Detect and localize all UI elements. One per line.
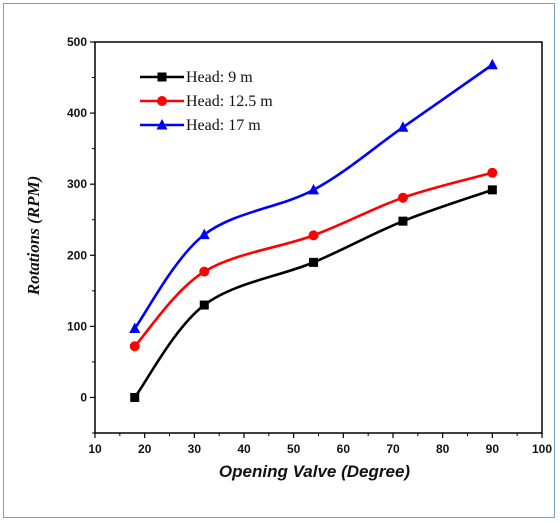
legend-label: Head: 17 m [186, 117, 261, 134]
series-2-point [129, 341, 140, 352]
series-2-point [397, 192, 408, 203]
series-markers [129, 58, 498, 402]
y-tick-label: 100 [67, 319, 87, 333]
y-tick-label: 300 [67, 177, 87, 191]
x-tick-label: 40 [237, 442, 251, 456]
y-tick-label: 200 [67, 248, 87, 262]
series-line-1 [133, 188, 493, 399]
x-tick-label: 100 [532, 442, 552, 456]
legend-marker [157, 96, 167, 106]
series-1-point [130, 392, 140, 402]
series-1-point [487, 185, 497, 195]
x-tick-label: 90 [486, 442, 500, 456]
series-3-point [308, 183, 320, 195]
legend-marker [156, 119, 168, 130]
x-tick-label: 70 [386, 442, 400, 456]
x-tick-label: 50 [287, 442, 301, 456]
y-tick-label: 500 [67, 35, 87, 49]
series-1-point [398, 216, 408, 226]
x-tick-label: 10 [88, 442, 102, 456]
x-axis-ticks: 10 20 30 40 50 60 70 80 90 100 [88, 433, 552, 456]
y-tick-label: 0 [80, 390, 87, 404]
series-2-point [487, 167, 498, 178]
series-3-point [198, 228, 210, 240]
x-axis-title: Opening Valve (Degree) [219, 462, 410, 481]
line-chart: 10 20 30 40 50 60 70 80 90 100 0 100 200 300 400 500 O… [24, 35, 552, 481]
series-1-point [199, 300, 209, 310]
x-tick-label: 30 [188, 442, 202, 456]
figure-frame: 10 20 30 40 50 60 70 80 90 100 0 100 200 300 400 500 O… [3, 3, 555, 518]
legend-label: Head: 9 m [186, 69, 253, 86]
series-3-point [397, 121, 409, 132]
y-tick-label: 400 [67, 106, 87, 120]
x-tick-label: 60 [337, 442, 351, 456]
x-tick-label: 80 [436, 442, 450, 456]
y-axis-title: Rotations (RPM) [24, 176, 43, 297]
series-2-point [308, 230, 319, 241]
legend-marker [157, 72, 167, 82]
x-tick-label: 20 [138, 442, 152, 456]
series-2-point [199, 266, 210, 277]
legend-label: Head: 12.5 m [186, 93, 273, 110]
y-axis-ticks: 0 100 200 300 400 500 [67, 35, 95, 434]
series-3-point [129, 322, 141, 333]
series-3-point [486, 58, 498, 70]
series-1-point [309, 257, 319, 267]
legend: Head: 9 m Head: 12.5 m Head: 17 m [140, 69, 273, 134]
